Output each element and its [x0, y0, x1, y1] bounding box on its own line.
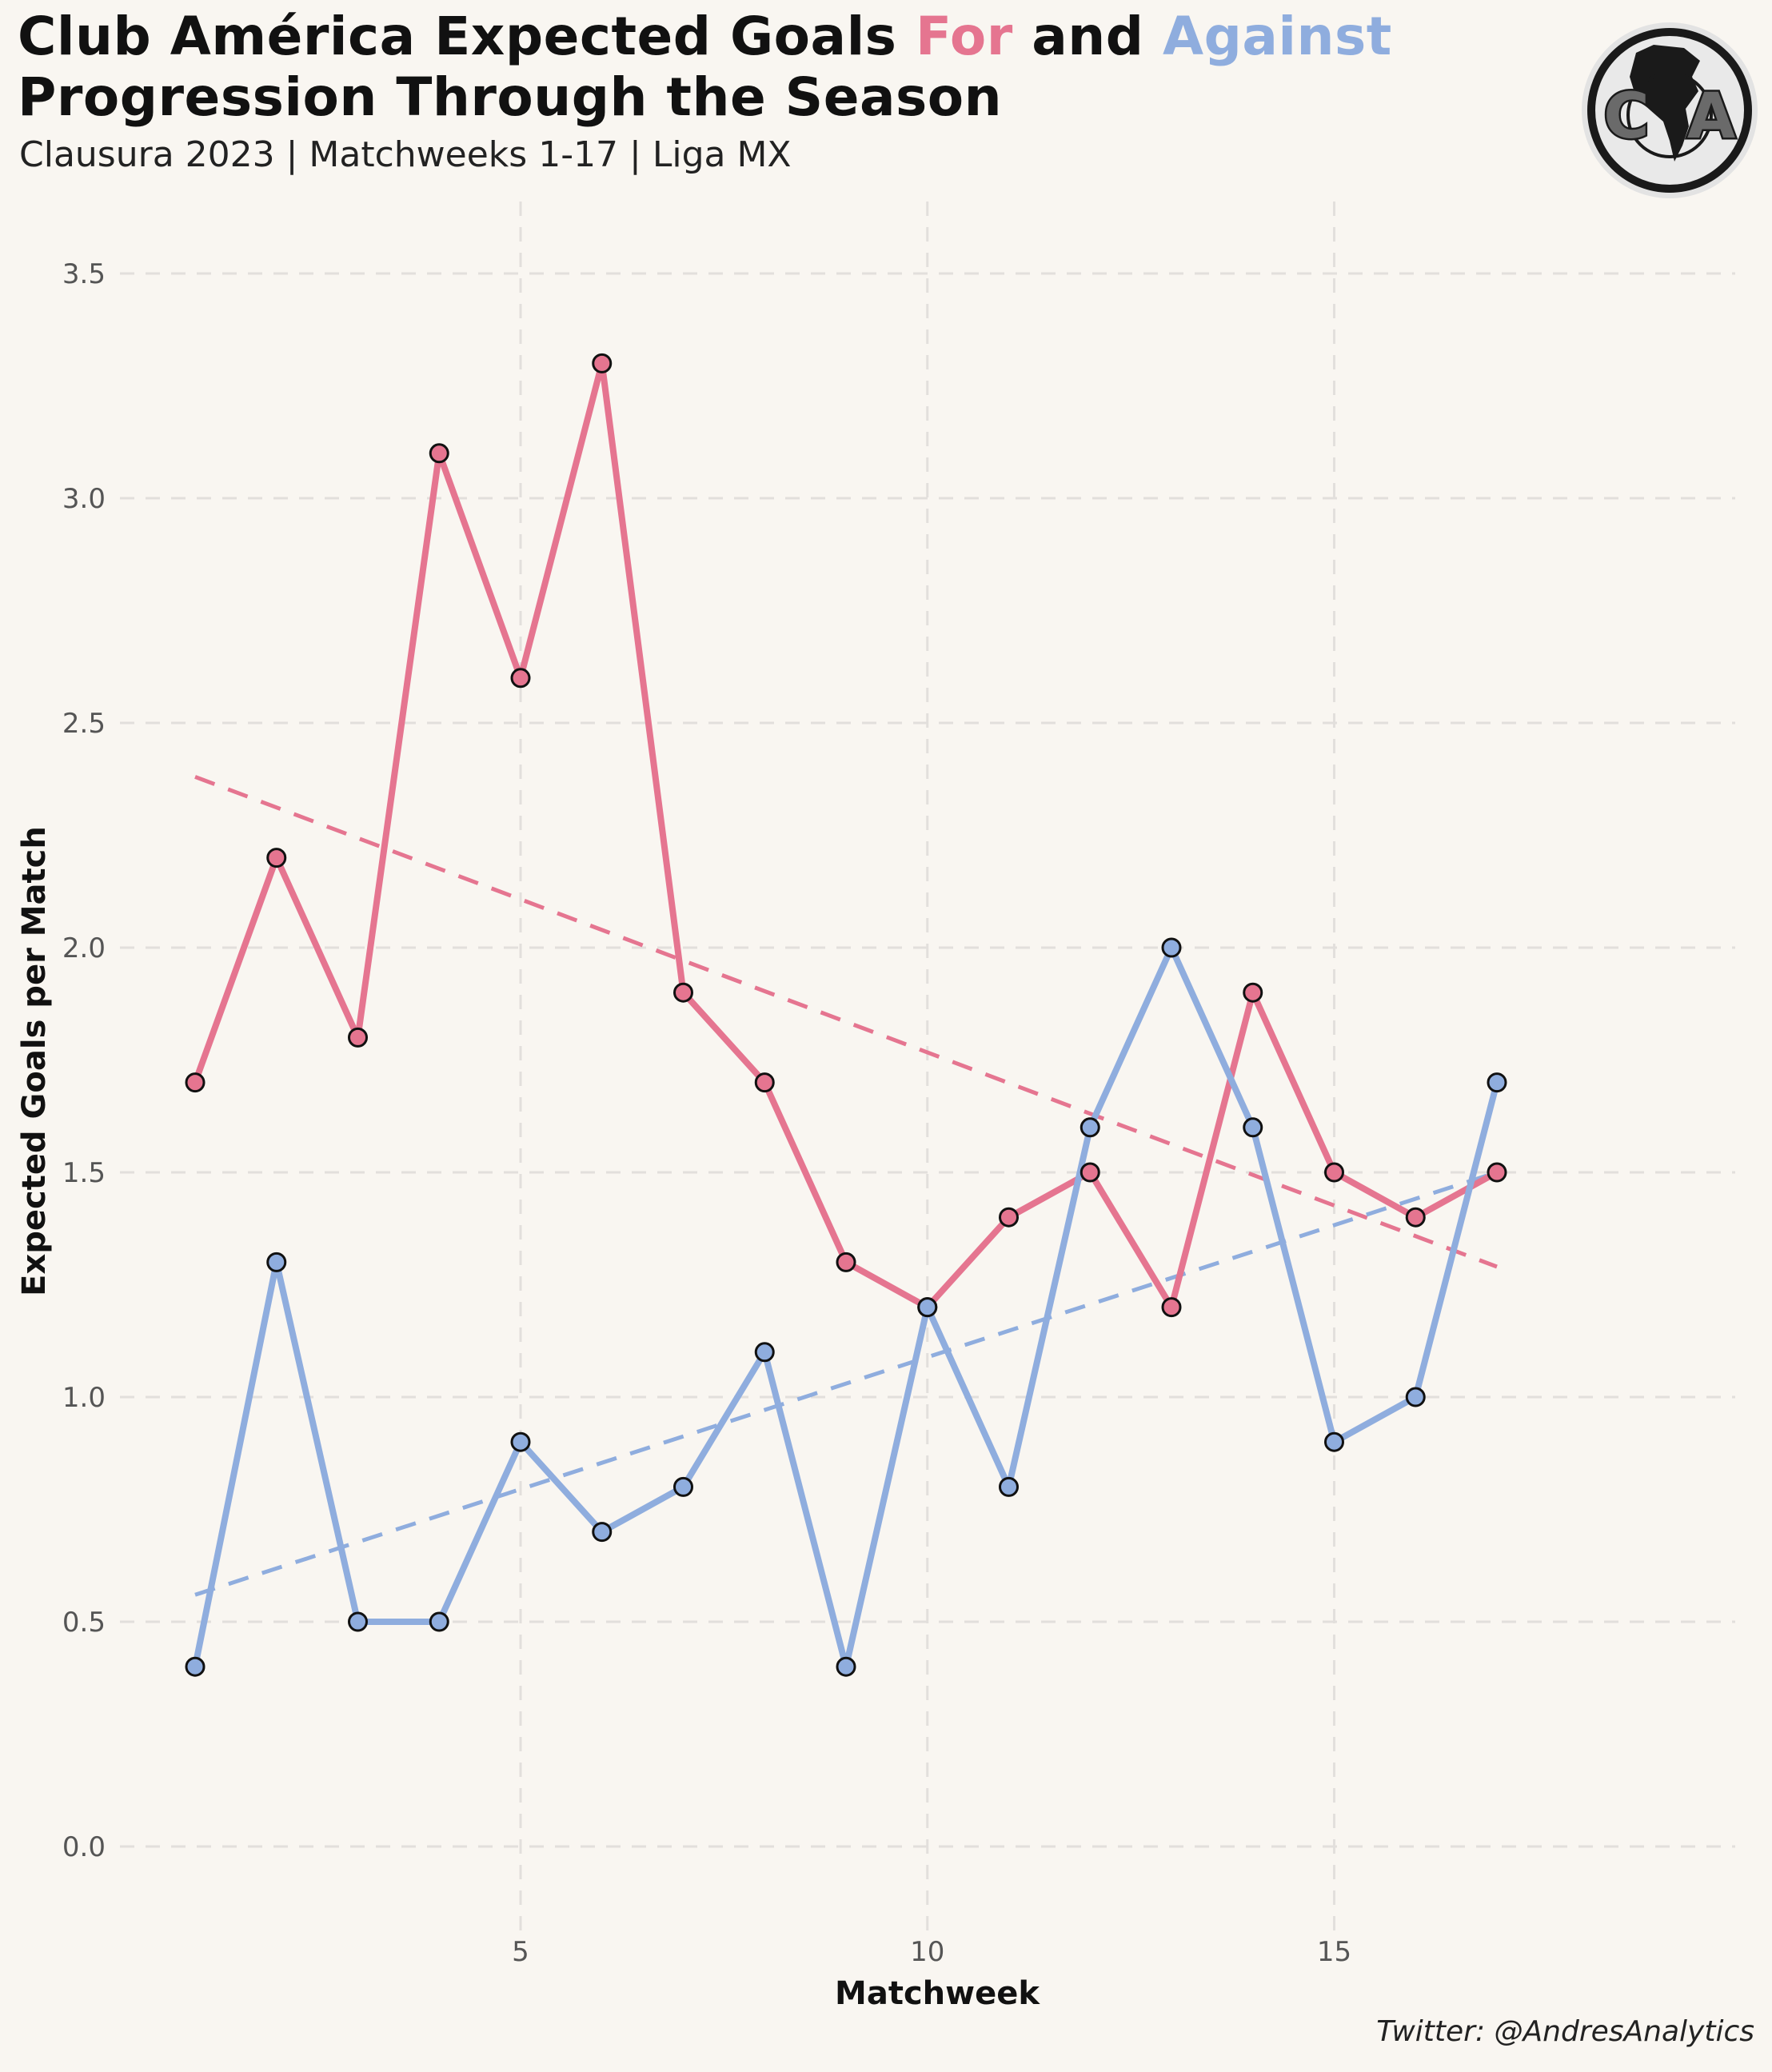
series-lines — [192, 360, 1500, 1671]
axis-ticks: 0.0 0.5 1.0 1.5 2.0 2.5 3.0 3.5 5 10 15 — [62, 258, 1351, 1968]
against-point — [1080, 1117, 1100, 1138]
against-point — [185, 1656, 206, 1677]
against-point — [836, 1656, 856, 1677]
against-point — [510, 1431, 531, 1452]
for-series-line — [192, 360, 1500, 1311]
against-point — [999, 1476, 1019, 1497]
y-tick-label: 1.0 — [62, 1382, 106, 1414]
for-point — [836, 1252, 856, 1272]
against-point — [1487, 1072, 1507, 1093]
for-point — [1324, 1162, 1344, 1183]
for-point — [592, 353, 613, 373]
against-point — [917, 1297, 938, 1318]
y-tick-label: 2.0 — [62, 932, 106, 964]
title-line-2: Progression Through the Season — [18, 66, 1003, 128]
x-tick-label: 5 — [512, 1936, 529, 1968]
against-point — [348, 1611, 368, 1632]
for-point — [1080, 1162, 1100, 1183]
grid-lines — [120, 202, 1735, 1935]
for-point — [266, 848, 287, 868]
logo-letter-c: C — [1603, 81, 1649, 153]
title-line-1: Club América Expected Goals For and Agai… — [18, 6, 1392, 67]
trend-lines — [194, 775, 1498, 1597]
for-trend-line — [194, 775, 1498, 1269]
x-tick-label: 15 — [1317, 1936, 1351, 1968]
y-tick-label: 0.0 — [62, 1831, 106, 1863]
against-point — [1405, 1387, 1426, 1407]
for-point — [999, 1207, 1019, 1228]
against-series-line — [192, 944, 1500, 1671]
for-point — [348, 1027, 368, 1048]
y-tick-label: 2.5 — [62, 708, 106, 740]
series-points — [185, 353, 1507, 1677]
y-axis-title: Expected Goals per Match — [16, 826, 53, 1296]
against-point — [1161, 937, 1182, 958]
against-point — [1324, 1431, 1344, 1452]
for-point — [754, 1072, 775, 1093]
for-point — [510, 668, 531, 689]
y-tick-label: 0.5 — [62, 1607, 106, 1639]
against-trend-line — [194, 1170, 1498, 1597]
against-point — [592, 1522, 613, 1543]
for-point — [1243, 982, 1263, 1003]
title-and: and — [1032, 6, 1144, 67]
title-part-1: Club América Expected Goals — [18, 6, 897, 67]
chart-title: Club América Expected Goals For and Agai… — [18, 6, 1392, 128]
against-point — [1243, 1117, 1263, 1138]
y-tick-label: 3.0 — [62, 483, 106, 515]
for-point — [185, 1072, 206, 1093]
y-tick-label: 1.5 — [62, 1157, 106, 1189]
club-america-crest-logo: C A — [1582, 22, 1758, 198]
chart-subtitle: Clausura 2023 | Matchweeks 1-17 | Liga M… — [19, 134, 792, 175]
title-for-highlight: For — [915, 6, 1013, 67]
against-point — [673, 1476, 693, 1497]
against-point — [754, 1342, 775, 1363]
credit-caption: Twitter: @AndresAnalytics — [1376, 2015, 1754, 2048]
logo-letter-a: A — [1687, 81, 1735, 153]
y-tick-label: 3.5 — [62, 258, 106, 290]
for-point — [429, 443, 449, 464]
for-point — [1161, 1297, 1182, 1318]
for-point — [673, 982, 693, 1003]
x-tick-label: 10 — [910, 1936, 944, 1968]
x-axis-title: Matchweek — [835, 1975, 1040, 2012]
title-against-highlight: Against — [1163, 6, 1392, 67]
for-point — [1405, 1207, 1426, 1228]
against-point — [429, 1611, 449, 1632]
against-point — [266, 1252, 287, 1272]
for-point — [1487, 1162, 1507, 1183]
